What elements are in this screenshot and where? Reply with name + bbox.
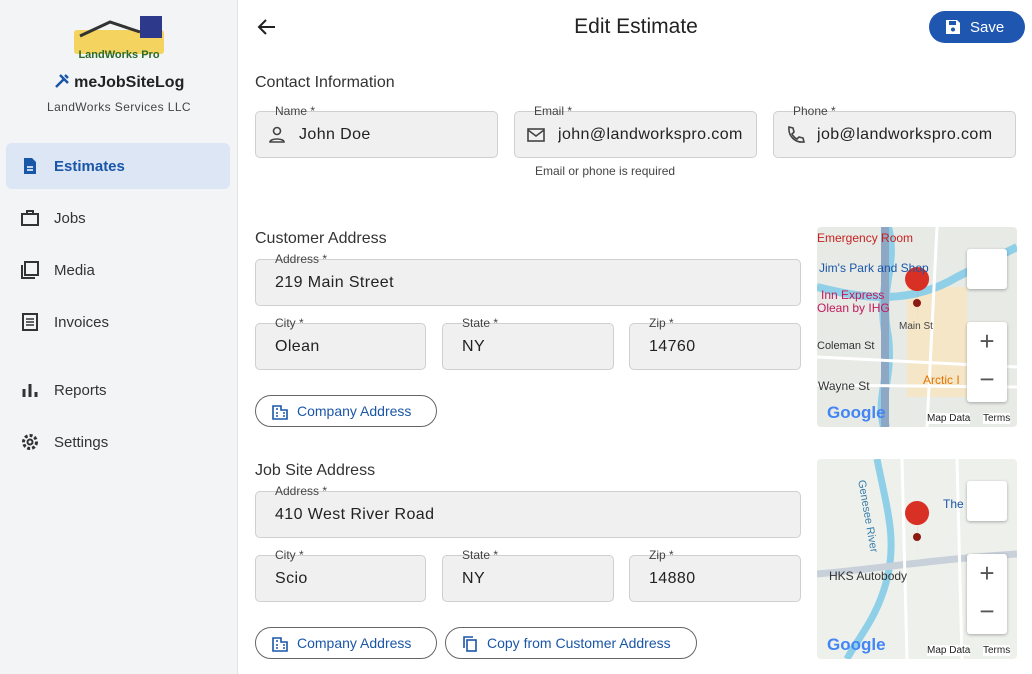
nav-label[interactable]: Invoices [54, 313, 110, 331]
map-logo: Google [827, 403, 886, 422]
map-label: The [943, 497, 964, 511]
field-label: Zip * [649, 316, 674, 330]
field-label: Name * [275, 104, 316, 118]
map-logo: Google [827, 635, 886, 654]
page-title: Edit Estimate [574, 15, 698, 38]
nav-jobs[interactable]: Jobs [6, 195, 230, 241]
section-title: Job Site Address [255, 462, 376, 479]
field-label: Email * [534, 104, 573, 118]
map-terms: Terms [983, 645, 1011, 656]
state-field[interactable]: State * NY [442, 316, 614, 370]
city-field[interactable]: City * Scio [255, 548, 426, 602]
map-label: Olean by IHG [817, 301, 890, 315]
logo-text: LandWorks Pro [78, 49, 159, 61]
logo: LandWorks Pro [74, 16, 164, 61]
map-label: Inn Express [821, 288, 885, 302]
map-data: Map Data [927, 413, 971, 424]
field-value[interactable]: 219 Main Street [275, 274, 394, 291]
job-site-map[interactable]: Genesee River The HKS Autobody + − Google… [817, 459, 1017, 659]
app-name-text: meJobSiteLog [74, 74, 185, 91]
map-label: HKS Autobody [829, 569, 908, 583]
customer-map[interactable]: Emergency Room Jim's Park and Shop Inn E… [817, 227, 1017, 427]
map-label: Arctic I [923, 373, 960, 387]
nav-reports[interactable]: Reports [6, 367, 230, 413]
section-title: Contact Information [255, 74, 395, 91]
email-field[interactable]: Email * john@landworkspro.com [514, 104, 757, 158]
sidebar: LandWorks Pro meJobSiteLog LandWorks Ser… [0, 0, 238, 674]
field-label: City * [275, 548, 304, 562]
save-label[interactable]: Save [970, 18, 1005, 36]
field-value[interactable]: John Doe [299, 126, 371, 143]
zoom-control[interactable]: + − [967, 322, 1007, 402]
section-title: Customer Address [255, 230, 387, 247]
nav-label[interactable]: Reports [54, 381, 107, 399]
nav-estimates[interactable]: Estimates [6, 143, 230, 189]
address-field[interactable]: Address * 410 West River Road [255, 484, 801, 538]
field-value[interactable]: NY [462, 570, 486, 587]
field-value[interactable]: john@landworkspro.com [558, 126, 742, 143]
nav-label[interactable]: Settings [54, 433, 109, 451]
map-label: Wayne St [818, 379, 870, 393]
field-value[interactable]: 14760 [649, 338, 696, 355]
map-label: Emergency Room [817, 231, 914, 245]
field-label: Phone * [793, 104, 836, 118]
map-data: Map Data [927, 645, 971, 656]
field-value[interactable]: Scio [275, 570, 308, 587]
map-terms: Terms [983, 413, 1011, 424]
map-label: Coleman St [817, 340, 875, 352]
field-label: Zip * [649, 548, 674, 562]
state-field[interactable]: State * NY [442, 548, 614, 602]
nav-label[interactable]: Jobs [54, 209, 86, 227]
field-value[interactable]: 14880 [649, 570, 696, 587]
nav-label[interactable]: Media [54, 261, 95, 279]
field-label: State * [462, 548, 499, 562]
pan-control[interactable] [967, 249, 1007, 289]
field-label: State * [462, 316, 499, 330]
zip-field[interactable]: Zip * 14760 [629, 316, 801, 370]
address-field[interactable]: Address * 219 Main Street [255, 252, 801, 306]
field-value[interactable]: Olean [275, 338, 320, 355]
button-label[interactable]: Company Address [297, 635, 412, 651]
helper-text: Email or phone is required [535, 164, 676, 178]
zip-field[interactable]: Zip * 14880 [629, 548, 801, 602]
company-address-button[interactable]: Company Address [255, 627, 437, 659]
field-label: Address * [275, 252, 328, 266]
tools-icon [54, 74, 69, 88]
company: LandWorks Services LLC [47, 100, 191, 114]
field-value[interactable]: 410 West River Road [275, 506, 435, 523]
nav-label[interactable]: Estimates [54, 157, 125, 175]
map-label: Main St [899, 321, 933, 332]
phone-field[interactable]: Phone * job@landworkspro.com [773, 104, 1016, 158]
company-address-button[interactable]: Company Address [255, 395, 437, 427]
save-button[interactable]: Save [929, 11, 1025, 43]
field-label: Address * [275, 484, 328, 498]
map-label: Jim's Park and Shop [819, 261, 929, 275]
app-name: meJobSiteLog [0, 73, 238, 92]
copy-address-button[interactable]: Copy from Customer Address [445, 627, 697, 659]
button-label[interactable]: Company Address [297, 403, 412, 419]
field-value[interactable]: NY [462, 338, 486, 355]
pan-control[interactable] [967, 481, 1007, 521]
name-field[interactable]: Name * John Doe [255, 104, 498, 158]
button-label[interactable]: Copy from Customer Address [487, 635, 671, 651]
city-field[interactable]: City * Olean [255, 316, 426, 370]
field-value[interactable]: job@landworkspro.com [817, 126, 993, 143]
nav-settings[interactable]: Settings [6, 419, 230, 465]
nav-invoices[interactable]: Invoices [6, 299, 230, 345]
field-label: City * [275, 316, 304, 330]
back-button[interactable] [257, 17, 277, 37]
nav-media[interactable]: Media [6, 247, 230, 293]
zoom-control[interactable]: + − [967, 554, 1007, 634]
